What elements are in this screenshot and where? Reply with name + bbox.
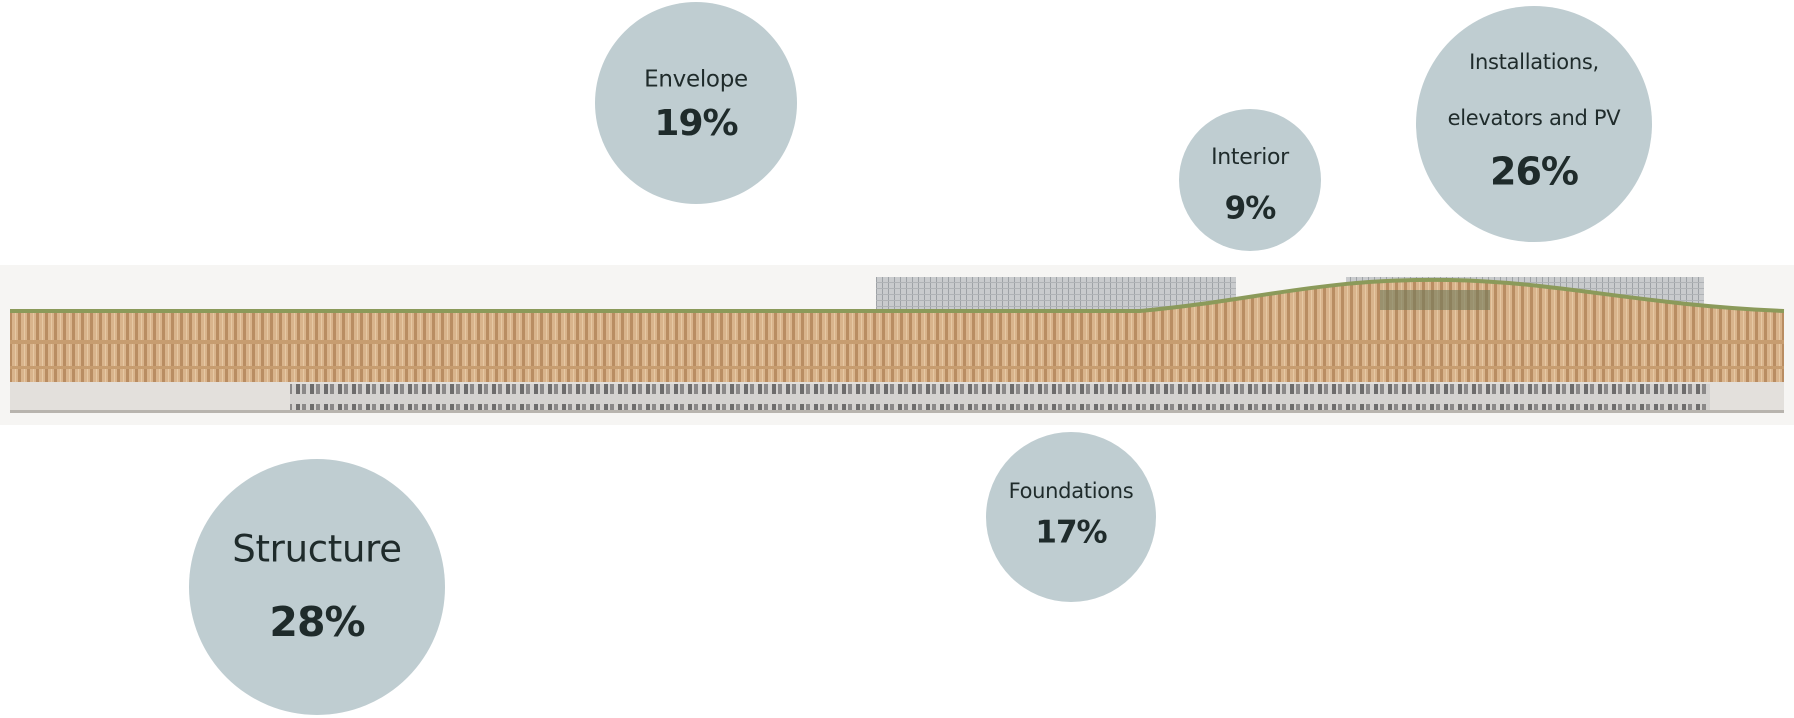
bubble (1179, 109, 1321, 251)
bubble (1416, 6, 1652, 242)
bubble (986, 432, 1156, 602)
bubble-label: Structure (232, 528, 401, 571)
bubble-label: Installations, (1469, 50, 1599, 74)
bubble-value: 26% (1490, 150, 1578, 194)
building-elevation (0, 265, 1794, 425)
bubble-label: Foundations (1009, 479, 1134, 503)
bubble-label: Interior (1211, 145, 1290, 170)
bubble (189, 459, 445, 715)
bubble-value: 9% (1225, 191, 1277, 227)
bubble-value: 17% (1035, 515, 1107, 551)
bubble-value: 19% (654, 103, 737, 144)
bubble-label: elevators and PV (1448, 106, 1622, 130)
bubble-label: Envelope (644, 67, 748, 93)
bubble (595, 2, 797, 204)
bubble-value: 28% (269, 598, 364, 646)
